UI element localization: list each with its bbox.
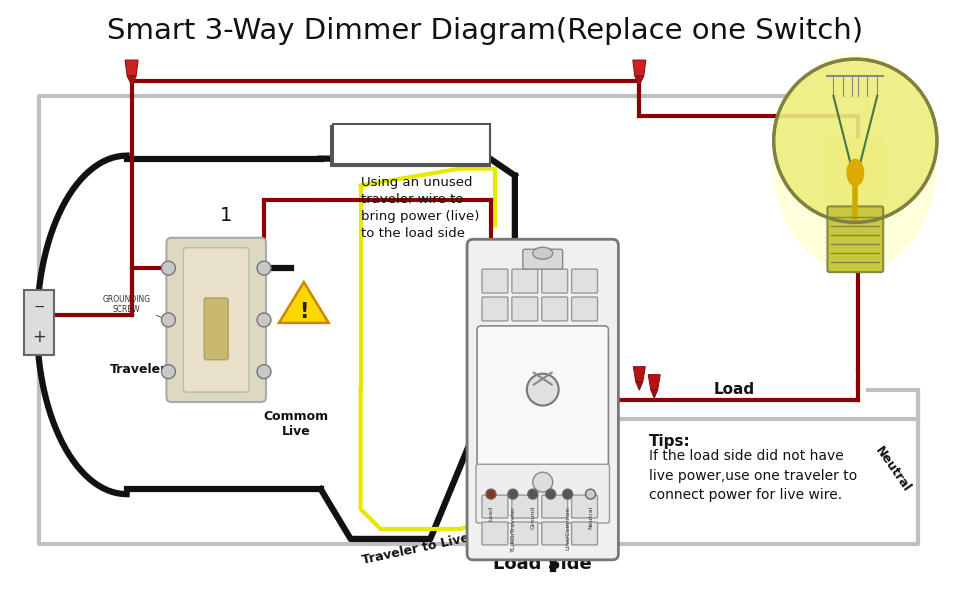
FancyBboxPatch shape: [571, 297, 597, 321]
Polygon shape: [650, 389, 657, 398]
Text: !: !: [298, 302, 308, 322]
Polygon shape: [127, 76, 136, 85]
FancyBboxPatch shape: [512, 297, 537, 321]
Polygon shape: [632, 60, 645, 76]
Polygon shape: [125, 60, 138, 76]
Circle shape: [527, 489, 537, 499]
Polygon shape: [635, 382, 642, 390]
FancyBboxPatch shape: [512, 495, 537, 518]
Text: GROUNDING
SCREW: GROUNDING SCREW: [103, 295, 166, 319]
Text: TL/RD/Traveler: TL/RD/Traveler: [510, 506, 515, 552]
Text: Ground: Ground: [530, 506, 535, 529]
Text: Traveler: Traveler: [505, 250, 517, 307]
FancyBboxPatch shape: [204, 298, 228, 360]
FancyBboxPatch shape: [541, 269, 567, 293]
Circle shape: [257, 261, 270, 275]
Text: Neutral: Neutral: [872, 444, 913, 494]
Text: −: −: [33, 300, 45, 314]
Circle shape: [508, 489, 517, 499]
Polygon shape: [279, 282, 328, 323]
Ellipse shape: [772, 53, 936, 272]
Text: Load Side: Load Side: [493, 555, 591, 573]
Circle shape: [257, 313, 270, 327]
Text: Load: Load: [712, 382, 754, 397]
FancyBboxPatch shape: [167, 238, 266, 402]
Text: Traveler: Traveler: [109, 363, 167, 376]
Circle shape: [546, 489, 555, 499]
FancyBboxPatch shape: [476, 464, 609, 523]
Text: +: +: [32, 328, 46, 346]
Circle shape: [161, 313, 175, 327]
FancyBboxPatch shape: [330, 126, 489, 166]
Text: If the load side did not have
live power,use one traveler to
connect power for l: If the load side did not have live power…: [648, 449, 857, 502]
Circle shape: [585, 489, 595, 499]
FancyBboxPatch shape: [571, 522, 597, 545]
Circle shape: [773, 59, 936, 223]
FancyBboxPatch shape: [571, 495, 597, 518]
FancyBboxPatch shape: [477, 326, 608, 468]
FancyBboxPatch shape: [482, 522, 508, 545]
Text: Commom
Live: Commom Live: [263, 410, 328, 439]
FancyBboxPatch shape: [512, 522, 537, 545]
Polygon shape: [633, 367, 644, 382]
Circle shape: [532, 472, 552, 492]
FancyBboxPatch shape: [467, 239, 618, 560]
FancyBboxPatch shape: [541, 495, 567, 518]
Circle shape: [485, 489, 495, 499]
FancyBboxPatch shape: [827, 139, 883, 223]
FancyBboxPatch shape: [522, 249, 562, 269]
FancyBboxPatch shape: [482, 269, 508, 293]
FancyBboxPatch shape: [571, 269, 597, 293]
Circle shape: [257, 365, 270, 379]
FancyBboxPatch shape: [24, 290, 54, 355]
Circle shape: [526, 374, 558, 406]
Text: Load: Load: [488, 506, 493, 521]
Ellipse shape: [846, 158, 863, 187]
Text: Neutral: Neutral: [587, 506, 592, 529]
Text: Using an unused
traveler wire to
bring power (live)
to the load side: Using an unused traveler wire to bring p…: [360, 176, 479, 239]
Text: Tips:: Tips:: [648, 434, 690, 449]
FancyBboxPatch shape: [512, 269, 537, 293]
Text: Line/Common: Line/Common: [565, 506, 570, 550]
Text: Smart 3-Way Dimmer Diagram(Replace one Switch): Smart 3-Way Dimmer Diagram(Replace one S…: [107, 17, 862, 45]
FancyBboxPatch shape: [541, 522, 567, 545]
Ellipse shape: [532, 247, 552, 259]
Circle shape: [161, 365, 175, 379]
FancyBboxPatch shape: [183, 248, 249, 392]
FancyBboxPatch shape: [482, 495, 508, 518]
Circle shape: [562, 489, 572, 499]
Circle shape: [161, 261, 175, 275]
FancyBboxPatch shape: [482, 297, 508, 321]
Polygon shape: [647, 374, 660, 389]
Text: Traveler to Live: Traveler to Live: [360, 531, 470, 566]
FancyBboxPatch shape: [827, 206, 883, 272]
FancyBboxPatch shape: [541, 297, 567, 321]
Polygon shape: [634, 76, 643, 85]
FancyBboxPatch shape: [332, 124, 489, 164]
Text: 1: 1: [220, 206, 233, 225]
